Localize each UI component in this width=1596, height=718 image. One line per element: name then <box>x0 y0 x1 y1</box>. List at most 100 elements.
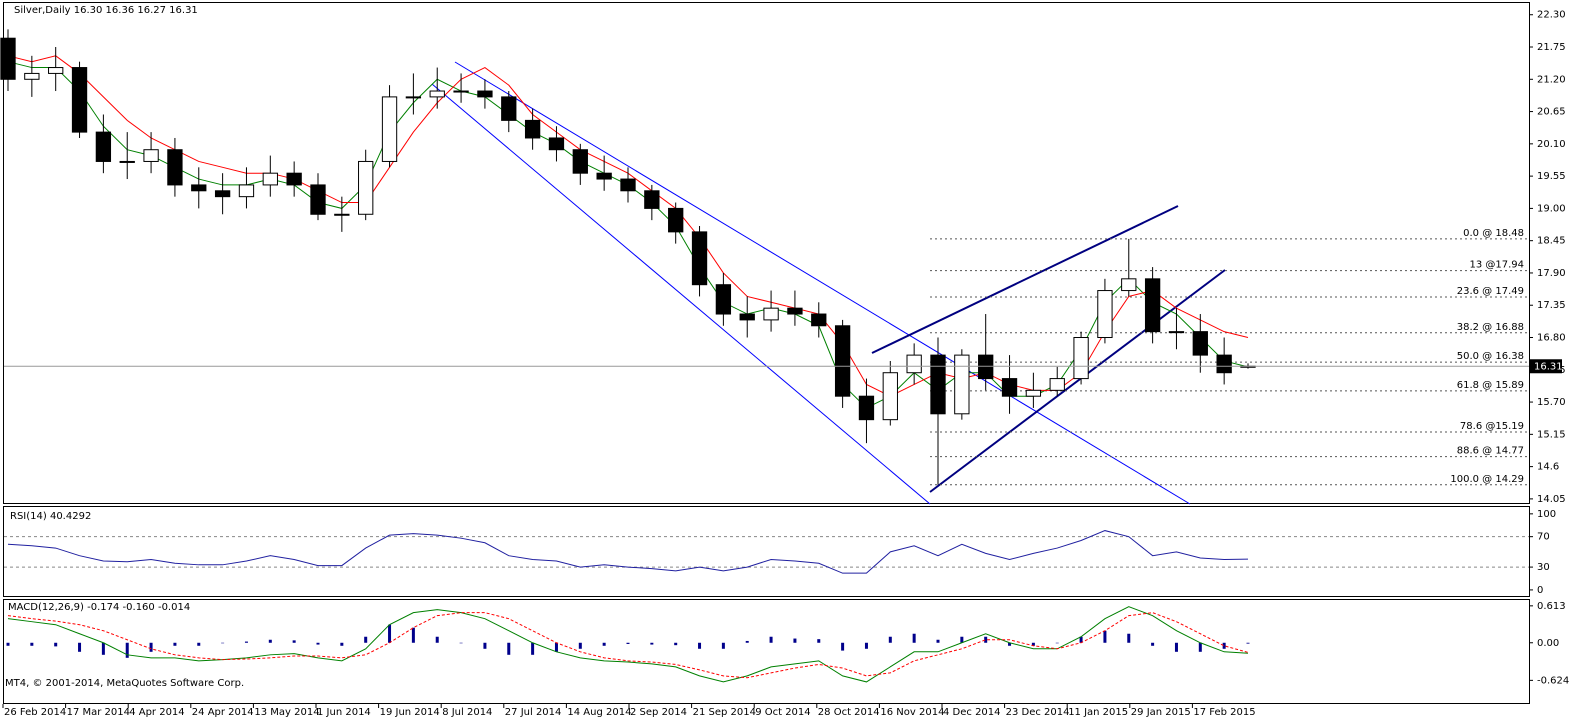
footer: MT4, © 2001-2014, MetaQuotes Software Co… <box>5 678 244 689</box>
macd-histogram-bar <box>244 641 248 643</box>
candle-body <box>381 96 398 162</box>
y-tick-label: 15.15 <box>1537 429 1566 440</box>
candle-body <box>620 178 636 192</box>
last-price-label: 16.31 <box>1534 361 1563 372</box>
candle-body <box>262 172 278 186</box>
candle-body <box>167 149 183 186</box>
candle-body <box>214 190 231 198</box>
fib-label: 0.0 @ 18.48 <box>1463 228 1524 239</box>
candle-body <box>1192 331 1208 356</box>
y-tick-label: 17.90 <box>1537 268 1566 279</box>
channel-lower <box>431 83 931 505</box>
macd-histogram-bar <box>864 642 868 649</box>
fib-label: 61.8 @ 15.89 <box>1457 380 1524 391</box>
candle-body <box>1168 331 1185 334</box>
candle-body <box>1097 290 1113 339</box>
y-tick-label: 100 <box>1537 509 1556 520</box>
macd-histogram-bar <box>698 642 702 649</box>
macd-histogram-bar <box>674 642 678 646</box>
x-tick-label: 17 Mar 2014 <box>67 707 130 718</box>
macd-histogram-bar <box>1079 636 1083 643</box>
candle-body <box>1216 354 1232 374</box>
candle-body <box>930 354 946 415</box>
candle-body <box>24 72 40 80</box>
macd-histogram-bar <box>1008 642 1012 646</box>
macd-histogram-bar <box>817 639 821 643</box>
macd-histogram-bar <box>554 642 558 652</box>
candle-body <box>48 67 64 74</box>
macd-histogram-bar <box>101 642 105 655</box>
macd-histogram-bar <box>1151 642 1155 646</box>
macd-histogram-bar <box>984 636 988 643</box>
y-tick-label: 0 <box>1537 585 1543 596</box>
fib-label: 50.0 @ 16.38 <box>1457 351 1524 362</box>
macd-histogram-bar <box>459 642 463 644</box>
macd-histogram-bar <box>149 642 153 652</box>
macd-histogram-bar <box>793 638 797 643</box>
macd-histogram-bar <box>602 642 606 646</box>
macd-histogram-bar <box>268 639 272 643</box>
candle-body <box>691 231 708 286</box>
macd-histogram-bar <box>340 642 344 646</box>
candle-body <box>644 190 660 209</box>
macd-histogram-bar <box>435 636 439 643</box>
candle-body <box>978 354 994 380</box>
y-tick-label: 21.75 <box>1537 42 1566 53</box>
macd-histogram-bar <box>54 642 58 647</box>
macd-histogram-bar <box>197 642 201 646</box>
macd-histogram-bar <box>1031 642 1035 646</box>
x-tick-label: 11 Jan 2015 <box>1068 707 1128 718</box>
candle-body <box>715 284 732 315</box>
candle-body <box>1144 278 1161 333</box>
channel-upper <box>454 61 1191 505</box>
y-tick-label: 20.65 <box>1537 107 1566 118</box>
x-tick-label: 26 Feb 2014 <box>4 707 66 718</box>
chart-title: Silver,Daily 16.30 16.36 16.27 16.31 <box>14 5 198 16</box>
candle-body <box>334 213 350 216</box>
candle-body <box>572 149 588 174</box>
candle-body <box>763 307 779 321</box>
fib-label: 78.6 @15.19 <box>1460 421 1524 432</box>
x-tick-label: 24 Apr 2014 <box>192 707 254 718</box>
candle-body <box>286 172 302 186</box>
macd-histogram-bar <box>292 640 296 643</box>
macd-histogram-bar <box>1246 642 1250 644</box>
macd-histogram-bar <box>1222 642 1226 649</box>
y-tick-label: 19.00 <box>1537 203 1566 214</box>
macd-histogram-bar <box>769 636 773 643</box>
y-tick-label: 22.30 <box>1537 10 1566 21</box>
y-tick-label: 0.00 <box>1537 638 1559 649</box>
x-tick-label: 8 Jul 2014 <box>442 707 492 718</box>
x-tick-label: 4 Apr 2014 <box>129 707 184 718</box>
rsi-line <box>7 530 1249 574</box>
y-tick-label: 18.45 <box>1537 236 1566 247</box>
candle-body <box>453 90 469 93</box>
fib-label: 88.6 @ 14.77 <box>1457 446 1524 457</box>
y-tick-label: 14.6 <box>1537 462 1559 473</box>
moving-average <box>7 55 1249 397</box>
candle-body <box>71 67 88 133</box>
y-tick-label: 19.55 <box>1537 171 1566 182</box>
macd-histogram-bar <box>721 642 725 649</box>
y-tick-label: -0.624 <box>1537 675 1569 686</box>
candle-body <box>429 90 445 98</box>
y-tick-label: 15.70 <box>1537 397 1566 408</box>
y-tick-label: 16.80 <box>1537 333 1566 344</box>
macd-histogram-bar <box>650 642 654 645</box>
candle-body <box>238 184 255 198</box>
macd-histogram-bar <box>841 642 845 651</box>
y-tick-label: 17.35 <box>1537 300 1566 311</box>
candle-body <box>906 354 922 374</box>
candle-body <box>548 137 565 151</box>
candle-body <box>882 372 898 421</box>
x-tick-label: 21 Sep 2014 <box>693 707 756 718</box>
rsi-panel <box>3 506 1530 597</box>
y-tick-label: 21.20 <box>1537 74 1566 85</box>
candle-body <box>811 313 827 327</box>
macd-histogram-bar <box>78 642 82 652</box>
candle-body <box>143 149 159 162</box>
rsi-label: RSI(14) 40.4292 <box>10 511 91 522</box>
macd-histogram-bar <box>221 642 225 644</box>
macd-histogram-bar <box>960 636 964 643</box>
